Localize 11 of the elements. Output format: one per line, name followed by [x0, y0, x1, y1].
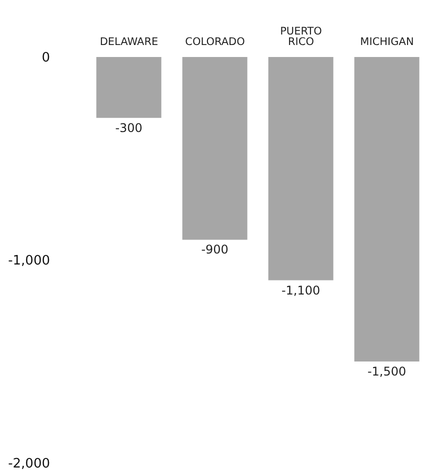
data-label: -1,100: [281, 283, 320, 298]
y-tick-label: -2,000: [8, 456, 50, 470]
data-label: -900: [201, 242, 228, 257]
x-tick-label: PUERTO RICO: [280, 26, 322, 48]
x-tick-label: COLORADO: [185, 36, 245, 48]
data-label: -1,500: [367, 364, 406, 378]
data-label: -300: [115, 120, 142, 135]
y-tick-label: 0: [42, 50, 50, 66]
x-tick-label: DELAWARE: [100, 36, 158, 48]
x-tick-label: MICHIGAN: [360, 36, 414, 48]
y-tick-label: -1,000: [8, 254, 50, 269]
